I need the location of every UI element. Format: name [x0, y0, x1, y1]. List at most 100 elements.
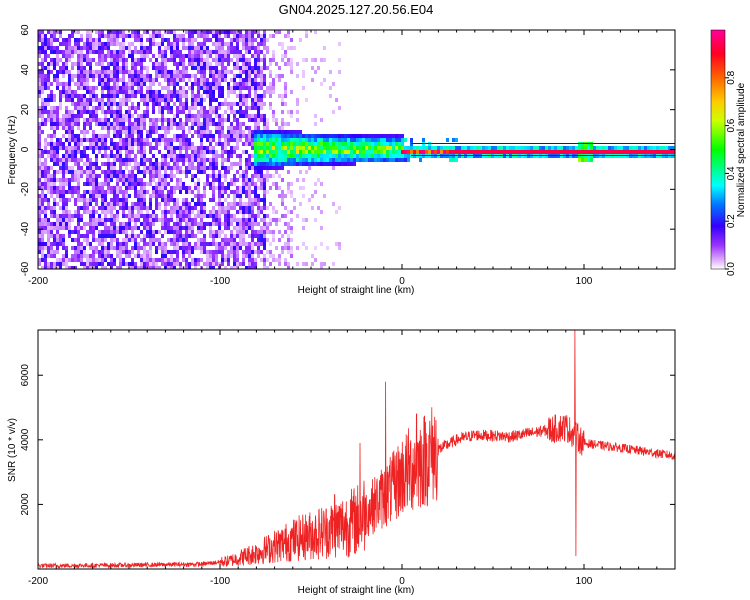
spectrogram-cell — [164, 134, 167, 138]
spectrogram-cell — [137, 234, 140, 238]
spectrogram-cell — [281, 198, 284, 202]
spectrogram-cell — [251, 82, 254, 86]
spectrogram-cell — [104, 58, 107, 62]
spectrogram-cell — [101, 146, 104, 150]
spectrogram-cell — [200, 106, 203, 110]
spectrogram-cell — [92, 190, 95, 194]
spectrogram-cell — [122, 146, 125, 150]
spectrogram-cell — [260, 94, 263, 98]
spectrogram-cell — [587, 150, 590, 154]
spectrogram-cell — [77, 254, 80, 258]
spectrogram-cell — [176, 242, 179, 246]
spectrogram-cell — [98, 98, 101, 102]
spectrogram-cell — [194, 130, 197, 134]
spectrogram-cell — [194, 122, 197, 126]
spectrogram-cell — [113, 162, 116, 166]
spectrogram-cell — [212, 106, 215, 110]
spectrogram-cell — [200, 42, 203, 46]
spectrogram-cell — [62, 174, 65, 178]
spectrogram-cell — [218, 134, 221, 138]
spectrogram-cell — [212, 162, 215, 166]
spectrogram-cell — [176, 202, 179, 206]
spectrogram-cell — [251, 242, 254, 246]
spectrogram-cell — [137, 82, 140, 86]
spectrogram-cell — [182, 210, 185, 214]
spectrogram-cell — [485, 150, 488, 154]
spectrogram-cell — [167, 166, 170, 170]
spectrogram-cell — [566, 154, 569, 158]
spectrogram-cell — [191, 174, 194, 178]
spectrogram-cell — [227, 50, 230, 54]
spectrogram-cell — [278, 262, 281, 266]
spectrogram-cell — [302, 142, 305, 146]
spectrogram-cell — [191, 82, 194, 86]
spectrogram-cell — [149, 254, 152, 258]
spectrogram-cell — [89, 46, 92, 50]
spectrogram-cell — [62, 166, 65, 170]
spectrogram-cell — [50, 234, 53, 238]
spectrogram-cell — [158, 54, 161, 58]
spectrogram-cell — [188, 30, 191, 34]
spectrogram-cell — [47, 42, 50, 46]
spectrogram-cell — [173, 50, 176, 54]
spectrogram-cell — [89, 114, 92, 118]
spectrogram-cell — [200, 166, 203, 170]
spectrogram-cell — [110, 70, 113, 74]
spectrogram-cell — [89, 58, 92, 62]
spectrogram-cell — [62, 210, 65, 214]
spectrogram-cell — [230, 110, 233, 114]
spectrogram-cell — [197, 50, 200, 54]
spectrogram-cell — [245, 150, 248, 154]
spectrogram-cell — [305, 218, 308, 222]
spectrogram-cell — [146, 166, 149, 170]
spectrogram-cell — [224, 222, 227, 226]
spectrogram-cell — [44, 218, 47, 222]
spectrogram-cell — [65, 262, 68, 266]
spectrogram-cell — [257, 246, 260, 250]
spectrogram-cell — [242, 66, 245, 70]
spectrogram-cell — [251, 34, 254, 38]
spectrogram-cell — [302, 154, 305, 158]
spectrogram-cell — [353, 134, 356, 138]
spectrogram-cell — [374, 158, 377, 162]
spectrogram-cell — [221, 134, 224, 138]
spectrogram-cell — [212, 58, 215, 62]
spectrogram-cell — [71, 46, 74, 50]
spectrogram-cell — [503, 146, 506, 150]
spectrogram-cell — [116, 170, 119, 174]
spectrogram-cell — [116, 74, 119, 78]
spectrogram-cell — [83, 150, 86, 154]
spectrogram-cell — [167, 162, 170, 166]
spectrogram-cell — [38, 186, 41, 190]
spectrogram-cell — [293, 134, 296, 138]
spectrogram-cell — [194, 118, 197, 122]
spectrogram-cell — [266, 174, 269, 178]
spectrogram-cell — [260, 114, 263, 118]
spectrogram-cell — [224, 266, 227, 269]
spectrogram-cell — [203, 122, 206, 126]
spectrogram-cell — [116, 126, 119, 130]
spectrogram-cell — [146, 182, 149, 186]
spectrogram-cell — [185, 30, 188, 34]
spectrogram-cell — [38, 70, 41, 74]
spectrogram-cell — [257, 58, 260, 62]
spectrogram-cell — [182, 78, 185, 82]
spectrogram-cell — [137, 246, 140, 250]
spectrogram-cell — [146, 98, 149, 102]
spectrogram-cell — [302, 178, 305, 182]
spectrogram-cell — [62, 198, 65, 202]
spectrogram-cell — [44, 54, 47, 58]
spectrogram-cell — [314, 134, 317, 138]
spectrogram-cell — [209, 66, 212, 70]
spectrogram-cell — [62, 134, 65, 138]
spectrogram-cell — [143, 238, 146, 242]
spectrogram-cell — [83, 182, 86, 186]
spectrogram-cell — [320, 226, 323, 230]
snr-frame — [37, 329, 676, 570]
spectrogram-cell — [134, 38, 137, 42]
spectrogram-cell — [617, 150, 620, 154]
spectrogram-cell — [143, 222, 146, 226]
spectrogram-cell — [53, 182, 56, 186]
spectrogram-cell — [101, 234, 104, 238]
spectrogram-cell — [65, 158, 68, 162]
